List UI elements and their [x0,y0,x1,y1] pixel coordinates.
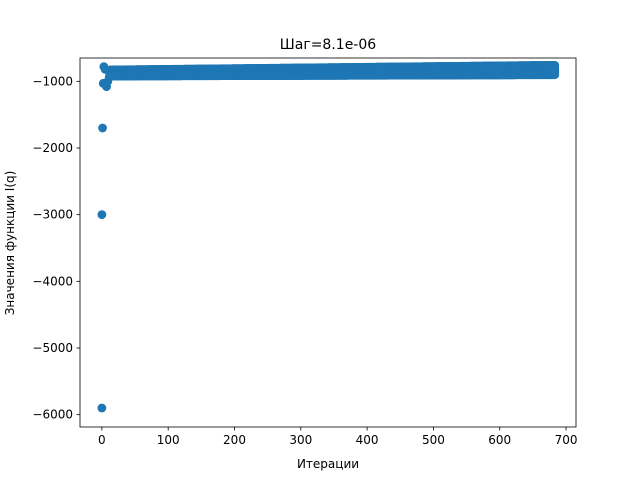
y-tick-label: −3000 [32,208,73,222]
plot-area [79,57,577,428]
y-tick-label: −5000 [32,341,73,355]
data-point [100,64,110,74]
data-point [97,403,107,413]
x-tick-label: 200 [223,433,246,447]
data-point [104,72,114,82]
y-tick-label: −2000 [32,141,73,155]
y-axis-label: Значения функции I(q) [3,171,17,316]
data-point [98,123,107,133]
y-tick-label: −6000 [32,408,73,422]
x-tick-label: 100 [157,433,180,447]
x-tick-label: 300 [289,433,312,447]
chart-title: Шаг=8.1e-06 [280,37,376,53]
data-point [550,70,560,80]
x-tick-label: 0 [98,433,106,447]
data-point [97,210,107,220]
scatter-points [97,60,560,413]
x-tick-label: 500 [422,433,445,447]
x-tick-label: 600 [488,433,511,447]
x-tick-label: 400 [356,433,379,447]
x-tick-label: 700 [555,433,578,447]
x-axis-label: Итерации [297,457,359,471]
y-tick-label: −4000 [32,274,73,288]
y-tick-label: −1000 [32,74,73,88]
